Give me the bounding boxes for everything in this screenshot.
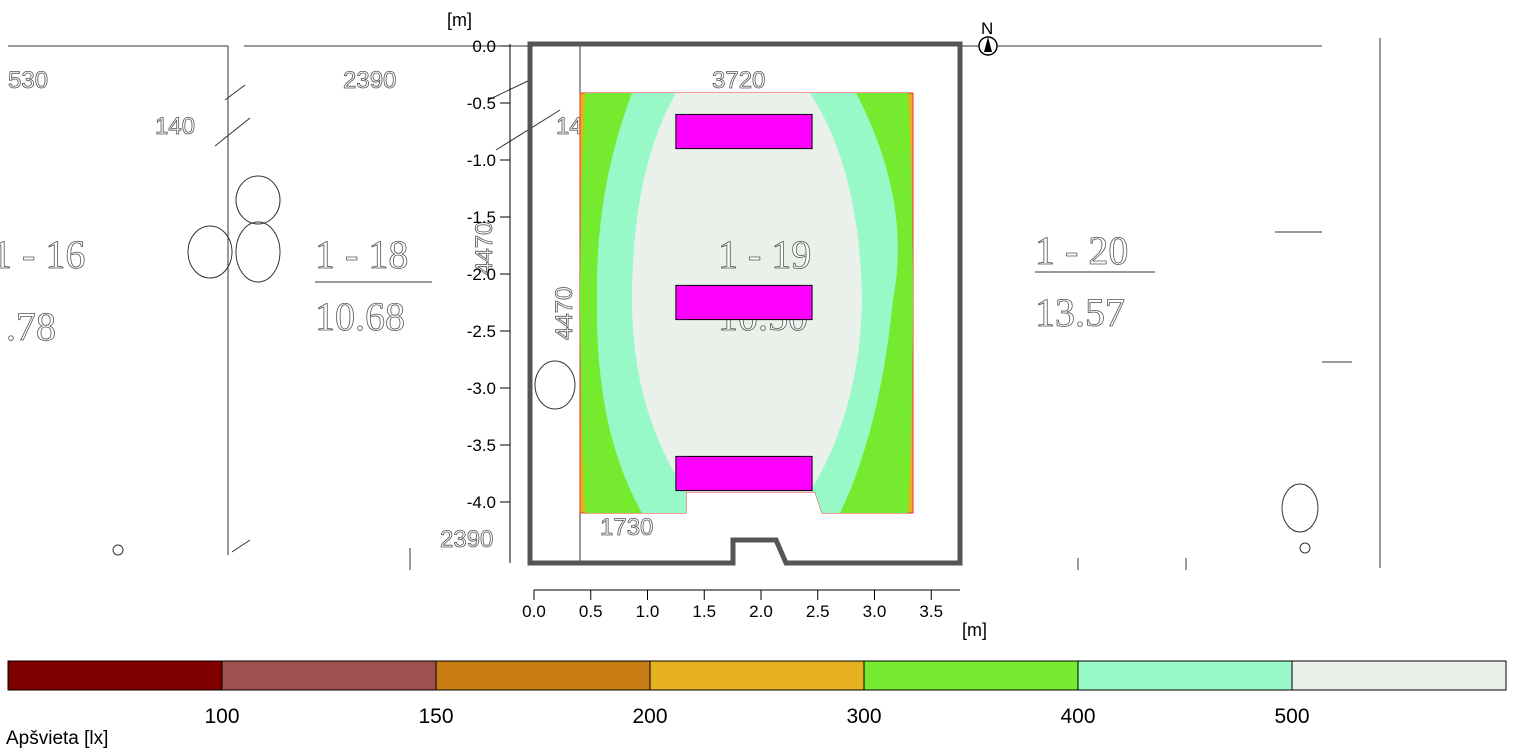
luminaire-3 [675,455,813,492]
legend-band-2 [221,660,437,691]
background-floor-plan [8,38,1381,570]
luminaire-2 [675,284,813,321]
y-tick-label: -1.5 [467,208,496,227]
illuminance-legend: 100 150 200 300 400 500 Apšvieta [lx] [6,660,1507,749]
legend-threshold-200: 200 [632,705,667,728]
y-tick-label: -1.0 [467,151,496,170]
room-label-1-20: 1 - 20 [1035,228,1128,273]
y-tick-label: 0.0 [472,37,496,56]
y-axis-unit: [m] [447,10,472,30]
y-tick-label: -3.0 [467,379,496,398]
x-tick-label: 2.5 [806,602,830,621]
x-tick-label: 1.5 [692,602,716,621]
luminaires [675,113,813,492]
room-label-1-18: 1 - 18 [315,232,408,277]
luminaire-1 [675,113,813,150]
x-tick-label: 1.0 [636,602,660,621]
x-tick-label: 3.0 [863,602,887,621]
room-area-1-16: .78 [6,304,56,349]
background-plan-labels: 530 2390 140 140 3720 1730 2390 4470 447… [0,67,1129,554]
room-outline [527,41,963,566]
dim-label-4470-room: 4470 [551,287,578,340]
dim-label-2390-bottom: 2390 [440,526,493,553]
x-tick-label: 0.0 [522,602,546,621]
y-tick-label: -2.0 [467,265,496,284]
y-tick-label: -4.0 [467,493,496,512]
dim-label-140-left: 140 [155,113,195,140]
legend-color-bands [7,660,1507,691]
y-tick-label: -2.5 [467,322,496,341]
legend-band-3 [435,660,651,691]
illuminance-contour-map: 1 - 19 10.50 [579,92,914,514]
legend-threshold-100: 100 [204,705,239,728]
legend-threshold-300: 300 [846,705,881,728]
dim-label-1730: 1730 [600,514,653,541]
legend-threshold-150: 150 [418,705,453,728]
y-tick-label: -0.5 [467,94,496,113]
x-axis-unit: [m] [962,620,987,640]
x-tick-label: 3.5 [919,602,943,621]
x-axis: [m] 0.0 0.5 1.0 1.5 2.0 2.5 3.0 3.5 [522,589,987,640]
y-axis: [m] 0.0 -0.5 -1.0 -1.5 -2.0 -2.5 -3.0 -3.5 -4.0 [447,10,511,563]
room-walls [527,41,963,566]
legend-threshold-labels: 100 150 200 300 400 500 [204,705,1309,728]
legend-title: Apšvieta [lx] [6,728,108,749]
dim-label-2390-top: 2390 [343,67,396,94]
x-tick-label: 0.5 [579,602,603,621]
dim-label-3720: 3720 [712,67,765,94]
room-area-1-18: 10.68 [315,294,405,339]
legend-band-4 [649,660,865,691]
dim-label-4470-wall: 4470 [471,222,498,275]
x-tick-label: 2.0 [749,602,773,621]
y-tick-label: -3.5 [467,436,496,455]
legend-threshold-400: 400 [1060,705,1095,728]
room-area-1-20: 13.57 [1035,290,1125,335]
legend-threshold-500: 500 [1274,705,1309,728]
north-label: N [981,19,993,38]
legend-band-7 [1291,660,1507,691]
dim-label-530: 530 [8,67,48,94]
legend-band-6 [1077,660,1293,691]
room-label-1-19: 1 - 19 [718,232,811,277]
legend-band-1 [7,660,223,691]
legend-band-5 [863,660,1079,691]
north-arrow: N [978,19,998,56]
room-label-1-16: 1 - 16 [0,232,85,277]
